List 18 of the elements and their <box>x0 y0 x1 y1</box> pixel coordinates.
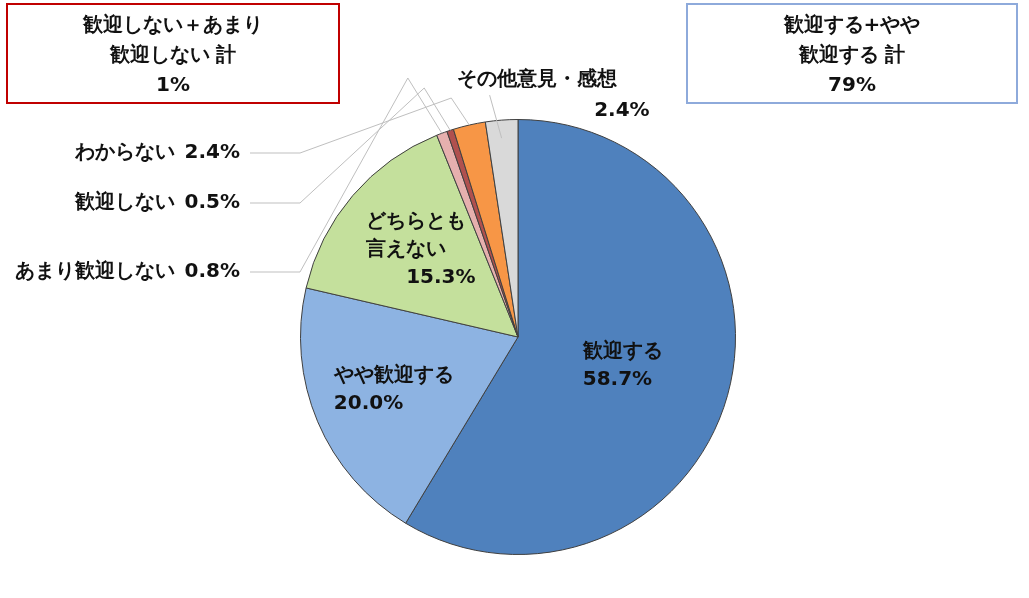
slice-label: わからない <box>73 139 175 164</box>
slice-label: あまり歓迎しない <box>14 258 175 283</box>
slice-label: 歓迎しない <box>73 189 175 214</box>
slice-label: 歓迎する <box>581 338 663 363</box>
data-label: 2.4% <box>184 139 240 164</box>
data-label: 0.8% <box>184 258 240 283</box>
data-label: 2.4% <box>594 97 650 122</box>
text: 79% <box>827 70 877 98</box>
text: 歓迎しない＋あまり歓迎しない 計 <box>82 10 264 68</box>
slice-label: どちらとも言えない <box>364 207 466 260</box>
text: 歓迎する+やや歓迎する 計 <box>782 10 922 68</box>
slice-label: やや歓迎する <box>332 361 454 386</box>
slice-label: その他意見・感想 <box>456 66 617 91</box>
data-label: 15.3% <box>406 263 476 288</box>
text: 1% <box>155 70 191 98</box>
data-label: 0.5% <box>184 189 240 214</box>
data-label: 20.0% <box>333 389 404 414</box>
data-label: 58.7% <box>582 366 653 391</box>
